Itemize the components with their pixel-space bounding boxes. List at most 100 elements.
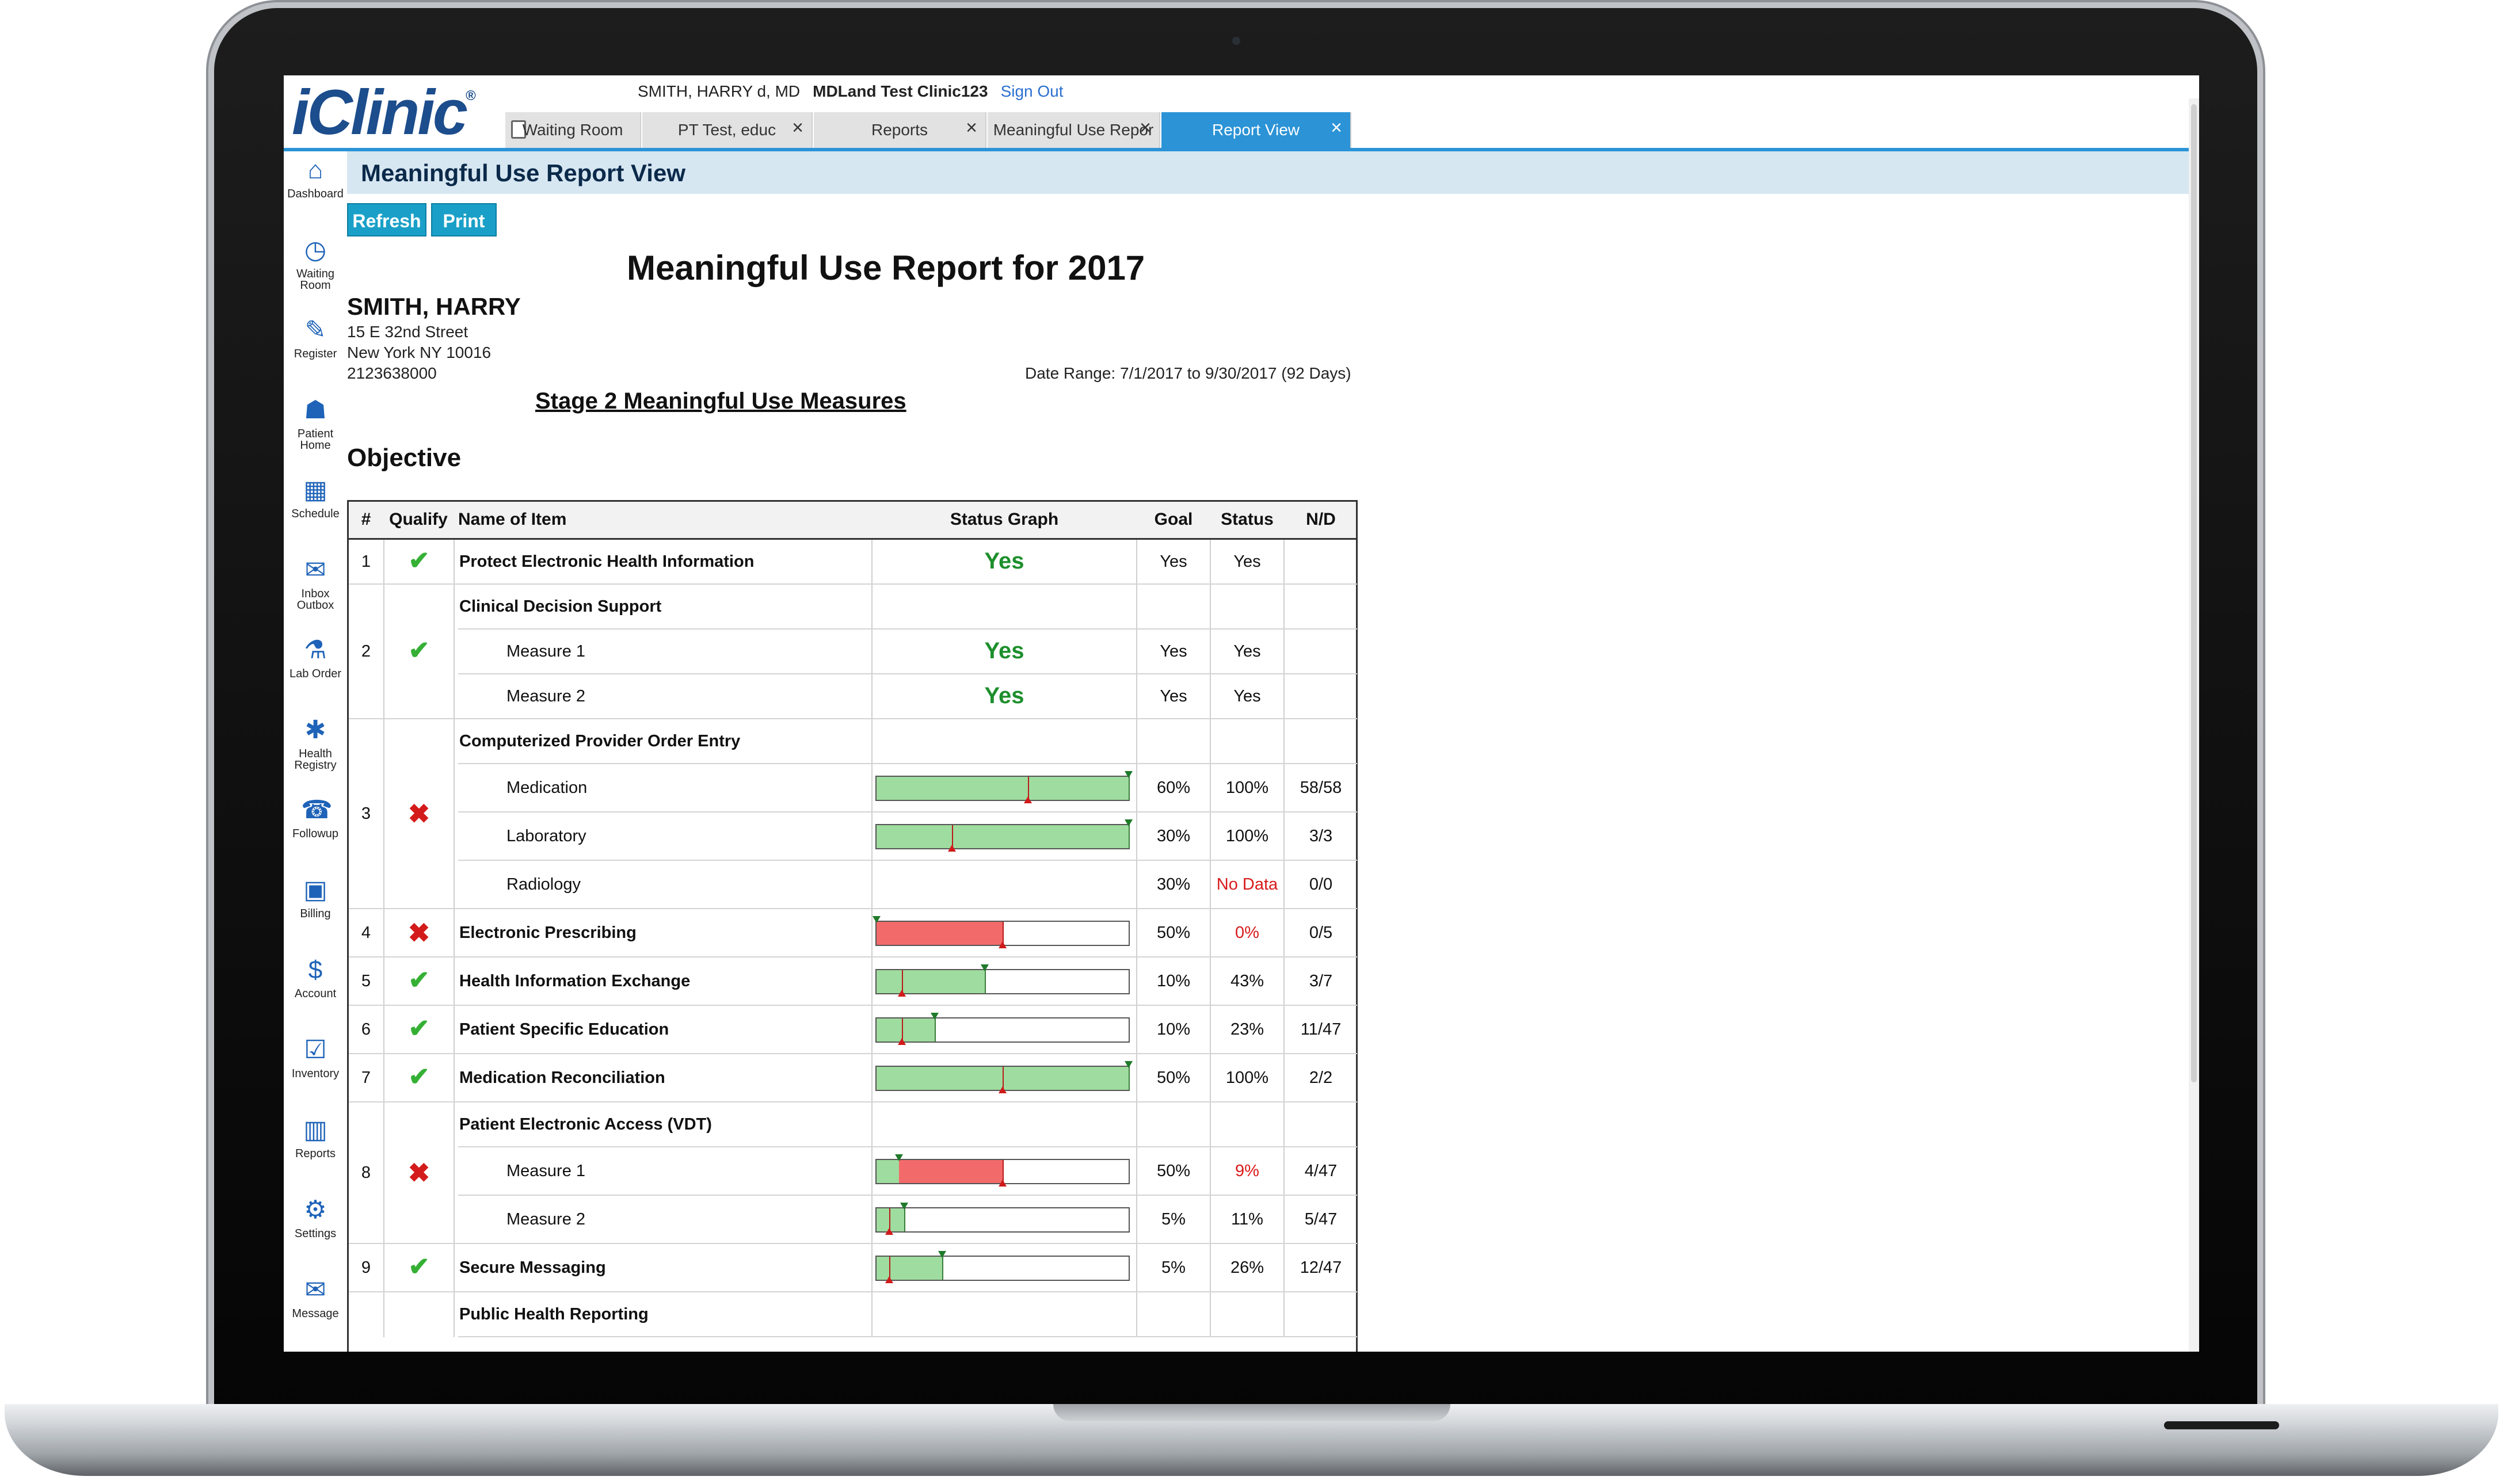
close-icon[interactable]: × xyxy=(1331,117,1342,139)
patient-name: SMITH, HARRY xyxy=(347,293,521,320)
sidebar-item-inventory[interactable]: ☑ Inventory xyxy=(284,1036,347,1109)
sidebar-item-lab-order[interactable]: ⚗ Lab Order xyxy=(284,636,347,709)
goal-marker xyxy=(885,1228,893,1235)
sidebar-item-label: Account xyxy=(294,987,337,1000)
table-row: Computerized Provider Order Entry xyxy=(349,719,1357,764)
sign-out-link[interactable]: Sign Out xyxy=(1000,82,1064,100)
nd-value: 4/47 xyxy=(1304,1162,1338,1180)
status-value: 100% xyxy=(1225,779,1269,797)
item-name: Public Health Reporting xyxy=(459,1305,649,1323)
close-icon[interactable]: × xyxy=(966,117,977,139)
goal-value: Yes xyxy=(1160,552,1187,571)
sidebar-item-patient-home[interactable]: ☗ Patient Home xyxy=(284,396,347,470)
status-value: 100% xyxy=(1225,827,1269,845)
tab-3[interactable]: Meaningful Use Repor × xyxy=(988,112,1160,148)
app-screen: iClinic® SMITH, HARRY d, MD MDLand Test C… xyxy=(284,75,2199,1352)
item-name: Laboratory xyxy=(506,827,586,845)
sidebar-item-reports[interactable]: ▥ Reports xyxy=(284,1116,347,1189)
print-button[interactable]: Print xyxy=(431,203,497,236)
stage-heading: Stage 2 Meaningful Use Measures xyxy=(535,388,906,414)
row-divider xyxy=(349,908,1357,909)
row-divider xyxy=(458,1146,1357,1147)
tab-underline xyxy=(284,148,2189,151)
sidebar-item-settings[interactable]: ⚙ Settings xyxy=(284,1196,347,1269)
sidebar-item-label: Inbox Outbox xyxy=(296,588,334,612)
status-bar-fill xyxy=(877,777,1130,800)
sidebar-item-account[interactable]: $ Account xyxy=(284,956,347,1029)
value-marker xyxy=(1125,1061,1133,1068)
table-row: Laboratory 30% 100% 3/3 xyxy=(349,812,1357,861)
sidebar-item-schedule[interactable]: ▦ Schedule xyxy=(284,476,347,550)
sidebar-item-followup[interactable]: ☎ Followup xyxy=(284,796,347,869)
row-number: 7 xyxy=(361,1069,371,1087)
goal-line xyxy=(901,1018,903,1042)
row-divider xyxy=(458,763,1357,764)
tab-4[interactable]: Report View × xyxy=(1161,112,1351,148)
tab-0[interactable]: Waiting Room xyxy=(505,112,641,148)
sidebar-item-dashboard[interactable]: ⌂ Dashboard xyxy=(284,156,347,230)
goal-marker xyxy=(885,1276,893,1283)
header-status: Status xyxy=(1221,510,1274,529)
goal-marker xyxy=(897,990,906,997)
sidebar-item-label: Settings xyxy=(294,1227,337,1240)
column-divider xyxy=(871,540,873,1337)
goal-line xyxy=(1027,777,1029,800)
table-row: Medication 60% 100% 58/58 xyxy=(349,764,1357,812)
nd-value: 5/47 xyxy=(1304,1210,1338,1229)
goal-marker xyxy=(897,1038,906,1045)
table-row: Measure 1 50% 9% 4/47 xyxy=(349,1147,1357,1196)
refresh-button[interactable]: Refresh xyxy=(347,203,426,236)
sidebar-item-label: Register xyxy=(294,348,337,360)
tab-2[interactable]: Reports × xyxy=(814,112,986,148)
row-divider xyxy=(349,956,1357,957)
section-heading: Objective xyxy=(347,444,462,472)
goal-value: 10% xyxy=(1156,972,1191,990)
sidebar-item-message[interactable]: ✉ Message xyxy=(284,1276,347,1349)
sidebar-item-label: Inventory xyxy=(291,1067,340,1080)
goal-line xyxy=(952,825,954,848)
row-divider xyxy=(349,1243,1357,1244)
status-graph-yes: Yes xyxy=(984,683,1024,708)
sidebar-item-label: Followup xyxy=(292,827,339,840)
goal-value: 5% xyxy=(1161,1210,1186,1229)
status-bar-fill xyxy=(877,970,986,993)
table-row: Measure 1 Yes Yes Yes xyxy=(349,630,1357,674)
billing-icon: ▣ xyxy=(303,876,327,904)
item-name: Health Information Exchange xyxy=(459,972,691,990)
value-marker xyxy=(938,1251,946,1258)
column-divider xyxy=(1283,540,1285,1337)
goal-marker xyxy=(999,1086,1007,1093)
checkmark-icon: ✔ xyxy=(408,1063,430,1091)
clinic-name: MDLand Test Clinic123 xyxy=(813,82,988,100)
row-divider xyxy=(458,1195,1357,1196)
date-range: Date Range: 7/1/2017 to 9/30/2017 (92 Da… xyxy=(1025,364,1351,382)
gear-icon: ⚙ xyxy=(304,1196,327,1224)
sidebar-item-health-registry[interactable]: ✱ Health Registry xyxy=(284,716,347,789)
scrollbar-thumb[interactable] xyxy=(2191,104,2197,1082)
header-name: Name of Item xyxy=(458,510,567,529)
laptop-slot xyxy=(2164,1421,2279,1429)
table-row: Health Information Exchange 10% 43% 3/7 xyxy=(349,957,1357,1006)
header-qualify: Qualify xyxy=(389,510,448,529)
goal-value: 60% xyxy=(1156,779,1191,797)
status-bar xyxy=(875,1061,1133,1093)
goal-value: 50% xyxy=(1156,1162,1191,1180)
status-value: Yes xyxy=(1233,552,1261,571)
patient-home-icon: ☗ xyxy=(304,396,327,424)
message-icon: ✉ xyxy=(304,1276,326,1304)
close-icon[interactable]: × xyxy=(1140,117,1151,139)
checkmark-icon: ✔ xyxy=(408,1014,430,1043)
status-value: 100% xyxy=(1225,1069,1269,1087)
status-value: 0% xyxy=(1235,924,1259,942)
value-marker xyxy=(1125,771,1133,778)
sidebar-item-waiting-room[interactable]: ◷ Waiting Room xyxy=(284,236,347,310)
tab-1[interactable]: PT Test, educ × xyxy=(642,112,813,148)
sidebar-item-billing[interactable]: ▣ Billing xyxy=(284,876,347,949)
close-icon[interactable]: × xyxy=(792,117,803,139)
sidebar-item-inbox-outbox[interactable]: ✉ Inbox Outbox xyxy=(284,556,347,630)
sidebar-item-label: Billing xyxy=(300,907,331,920)
row-number: 5 xyxy=(361,972,371,990)
sidebar-item-register[interactable]: ✎ Register xyxy=(284,316,347,390)
status-bar-fill xyxy=(877,825,1130,848)
nd-value: 3/3 xyxy=(1309,827,1333,845)
